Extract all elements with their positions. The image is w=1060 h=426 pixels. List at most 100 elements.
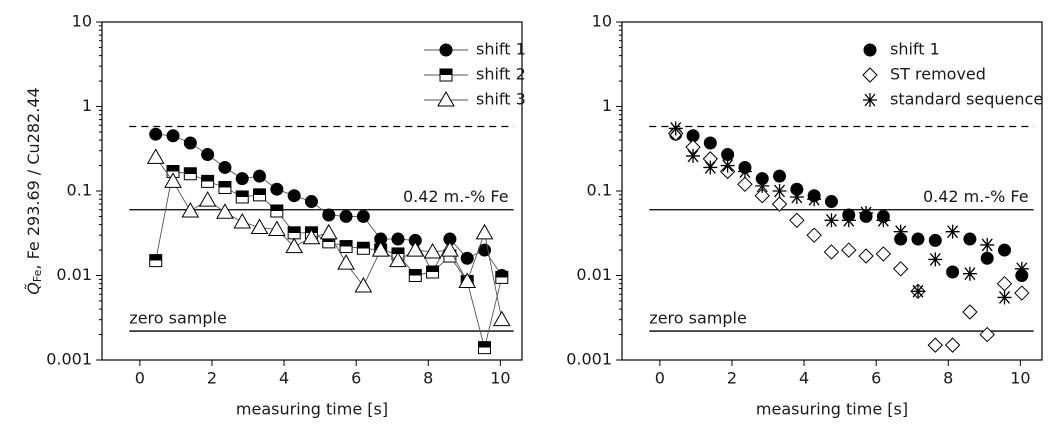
y-tick-label: 1	[82, 96, 92, 115]
marker-circle	[721, 148, 735, 162]
marker-diamond	[944, 337, 961, 353]
marker-square	[439, 68, 453, 82]
marker-circle	[773, 169, 787, 183]
marker-asterisk	[928, 252, 943, 267]
x-tick-label: 0	[655, 369, 665, 388]
x-tick-label: 10	[490, 369, 510, 388]
marker-triangle	[181, 201, 200, 218]
marker-triangle	[146, 148, 165, 164]
marker-square	[408, 269, 422, 282]
x-tick-label: 8	[943, 369, 953, 388]
marker-triangle	[423, 242, 442, 259]
legend-label: shift 2	[476, 65, 526, 84]
marker-asterisk	[789, 189, 804, 204]
marker-diamond	[754, 187, 770, 204]
marker-diamond	[789, 212, 805, 229]
x-tick-label: 6	[871, 369, 881, 388]
marker-triangle	[302, 228, 321, 245]
marker-circle	[391, 232, 405, 246]
marker-triangle	[437, 90, 455, 107]
marker-triangle	[250, 218, 269, 234]
marker-square	[356, 241, 370, 255]
marker-diamond	[979, 326, 995, 343]
marker-circle	[374, 232, 388, 246]
marker-circle	[270, 182, 284, 196]
marker-asterisk	[841, 213, 856, 228]
marker-diamond	[962, 304, 978, 320]
marker-circle	[686, 129, 700, 143]
marker-circle	[946, 265, 960, 279]
reference-label: zero sample	[649, 309, 747, 328]
marker-diamond	[771, 196, 788, 212]
y-axis-label: Q̃Fe, Fe 293.69 / Cu282.44	[24, 87, 45, 294]
y-label-rest: , Fe 293.69 / Cu282.44	[24, 87, 43, 269]
y-tick-label: 0.1	[67, 181, 92, 200]
panel: 10 1 0.1 0.01 0.001 0 2 4 6 8 10 measuring time [s]…	[24, 12, 526, 419]
x-tick-label: 4	[279, 369, 289, 388]
marker-asterisk	[876, 213, 891, 228]
reference-label: zero sample	[129, 309, 227, 328]
marker-circle	[218, 160, 232, 174]
marker-circle	[408, 233, 422, 247]
marker-triangle	[267, 220, 286, 237]
y-tick-label: 10	[592, 12, 612, 31]
legend-label: shift 1	[476, 40, 526, 59]
marker-asterisk	[980, 237, 995, 252]
marker-square	[478, 341, 492, 355]
marker-circle	[439, 43, 453, 57]
marker-triangle	[371, 241, 390, 257]
marker-asterisk	[772, 184, 787, 198]
marker-asterisk	[893, 224, 908, 239]
marker-square	[495, 270, 509, 284]
marker-circle	[998, 243, 1012, 257]
x-tick-label: 0	[135, 369, 145, 388]
legend-label: ST removed	[890, 65, 986, 84]
marker-diamond	[862, 67, 878, 83]
x-tick-label: 2	[207, 369, 217, 388]
marker-asterisk	[824, 213, 839, 228]
marker-circle	[322, 208, 336, 222]
legend-label: standard sequence	[890, 90, 1043, 109]
marker-circle	[980, 251, 994, 265]
marker-asterisk	[737, 164, 752, 179]
marker-triangle	[354, 277, 373, 293]
marker-diamond	[806, 227, 822, 243]
panel: 10 1 0.1 0.01 0.001 0 2 4 6 8 10 measuring time [s]…	[566, 12, 1043, 419]
marker-circle	[963, 232, 977, 246]
marker-asterisk	[686, 148, 701, 163]
marker-triangle	[319, 223, 338, 240]
y-tick-label: 1	[602, 96, 612, 115]
marker-asterisk	[962, 266, 977, 281]
marker-square	[235, 190, 249, 204]
x-tick-label: 4	[799, 369, 809, 388]
marker-circle	[339, 209, 353, 223]
marker-circle	[183, 136, 197, 150]
marker-diamond	[841, 242, 857, 258]
legend-label: shift 3	[476, 90, 526, 109]
marker-asterisk	[755, 178, 770, 193]
marker-triangle	[285, 237, 304, 254]
x-axis-label: measuring time [s]	[756, 400, 908, 419]
marker-circle	[287, 189, 301, 203]
marker-triangle	[198, 191, 217, 207]
marker-circle	[149, 127, 163, 141]
marker-circle	[253, 169, 267, 183]
y-tick-label: 0.1	[587, 181, 612, 200]
marker-circle	[201, 148, 215, 162]
marker-square	[426, 265, 440, 279]
marker-square	[183, 167, 197, 181]
y-tick-label: 0.01	[576, 265, 612, 284]
marker-square	[149, 254, 163, 268]
y-label-sub: Fe	[31, 269, 44, 282]
marker-diamond	[927, 337, 943, 353]
marker-diamond	[737, 176, 753, 193]
legend-label: shift 1	[890, 40, 940, 59]
x-tick-label: 2	[727, 369, 737, 388]
y-tick-label: 10	[72, 12, 92, 31]
marker-square	[218, 181, 232, 195]
marker-triangle	[389, 251, 407, 268]
marker-triangle	[458, 272, 477, 288]
marker-circle	[863, 43, 877, 57]
marker-asterisk	[997, 290, 1012, 305]
